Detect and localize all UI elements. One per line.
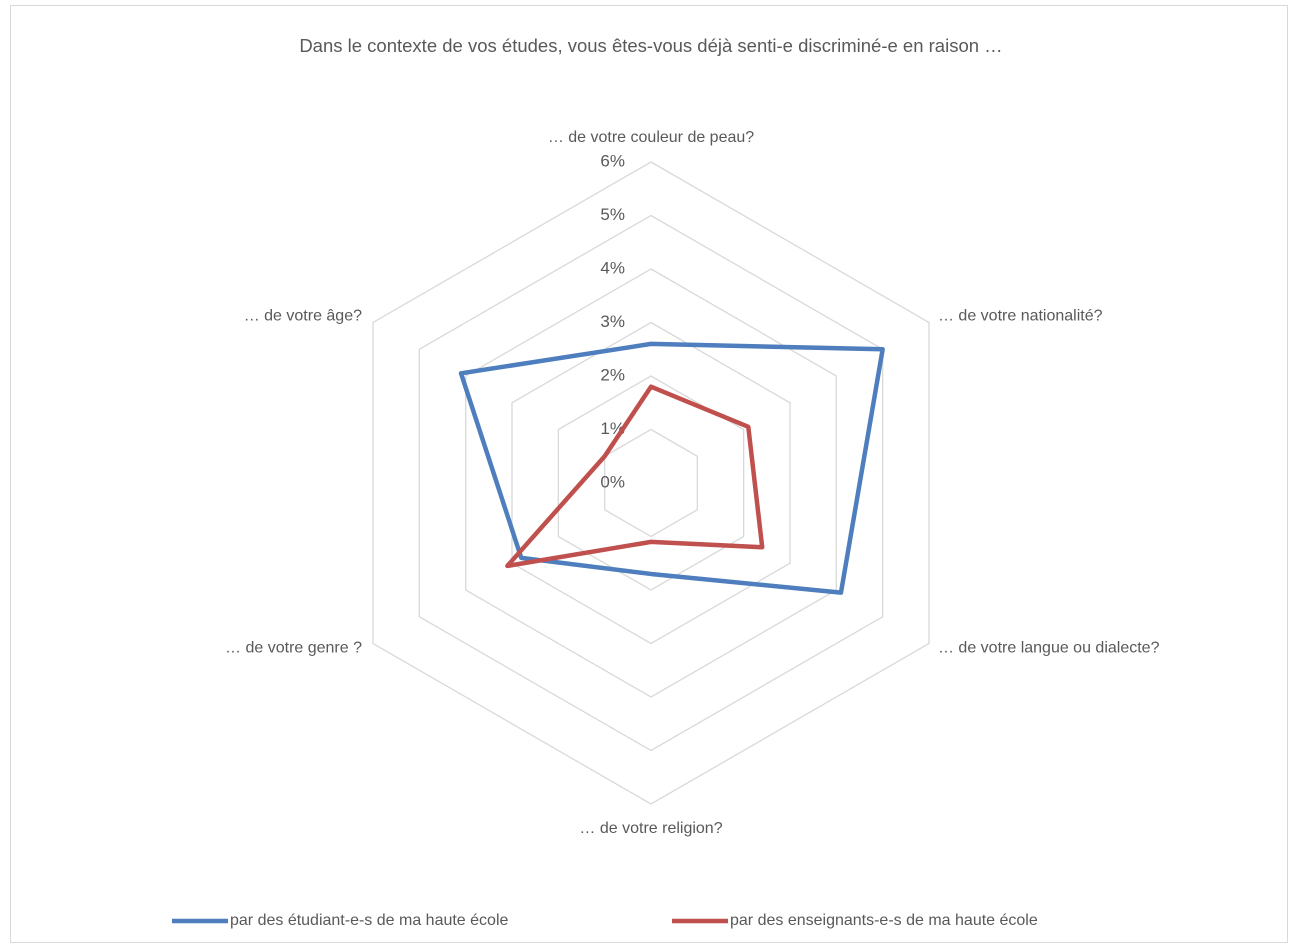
legend-label: par des enseignants-e-s de ma haute écol… — [730, 912, 1038, 929]
r-tick-label: 5% — [600, 205, 625, 224]
grid-ring — [372, 161, 930, 805]
category-label: … de votre religion? — [579, 820, 722, 837]
category-label: … de votre genre ? — [225, 640, 362, 657]
grid-ring — [465, 268, 837, 698]
r-tick-label: 6% — [600, 151, 625, 170]
r-tick-label: 4% — [600, 258, 625, 277]
chart-border — [10, 5, 1288, 943]
category-label: … de votre couleur de peau? — [548, 129, 754, 146]
legend-label: par des étudiant-e-s de ma haute école — [230, 912, 509, 929]
r-tick-label: 2% — [600, 365, 625, 384]
series-line — [505, 384, 765, 569]
category-label: … de votre âge? — [244, 308, 362, 325]
r-tick-label: 0% — [600, 472, 625, 491]
grid-ring — [557, 375, 745, 591]
r-tick-label: 3% — [600, 312, 625, 331]
chart-title: Dans le contexte de vos études, vous ête… — [299, 35, 1002, 56]
series-line — [458, 341, 885, 595]
category-label: … de votre langue ou dialecte? — [938, 640, 1160, 657]
grid-ring — [511, 321, 791, 645]
category-label: … de votre nationalité? — [938, 308, 1103, 325]
